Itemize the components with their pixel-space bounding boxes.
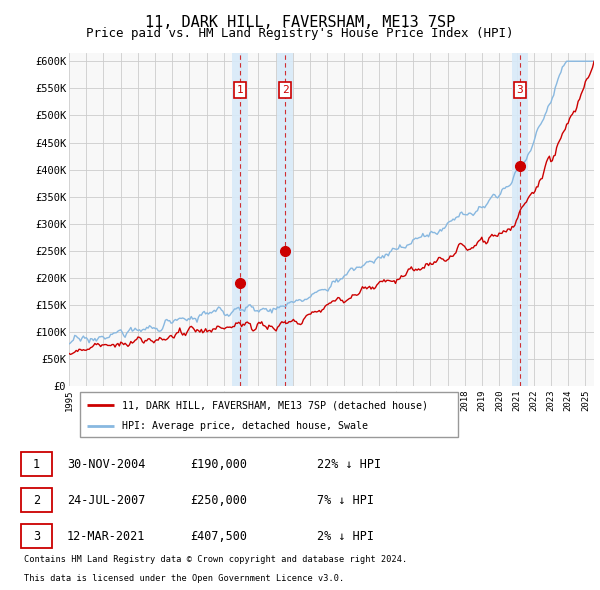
Text: 1: 1 xyxy=(236,85,243,95)
Text: 30-NOV-2004: 30-NOV-2004 xyxy=(67,458,145,471)
Bar xyxy=(232,53,248,386)
FancyBboxPatch shape xyxy=(79,392,458,437)
Text: This data is licensed under the Open Government Licence v3.0.: This data is licensed under the Open Gov… xyxy=(23,573,344,582)
Text: HPI: Average price, detached house, Swale: HPI: Average price, detached house, Swal… xyxy=(121,421,367,431)
Text: 2: 2 xyxy=(282,85,289,95)
FancyBboxPatch shape xyxy=(20,525,52,548)
FancyBboxPatch shape xyxy=(20,489,52,512)
Text: 7% ↓ HPI: 7% ↓ HPI xyxy=(317,494,374,507)
Bar xyxy=(512,53,527,386)
Text: £190,000: £190,000 xyxy=(191,458,248,471)
FancyBboxPatch shape xyxy=(20,453,52,476)
Text: 22% ↓ HPI: 22% ↓ HPI xyxy=(317,458,382,471)
Text: 12-MAR-2021: 12-MAR-2021 xyxy=(67,530,145,543)
Text: 3: 3 xyxy=(33,530,40,543)
Text: 2% ↓ HPI: 2% ↓ HPI xyxy=(317,530,374,543)
Text: £407,500: £407,500 xyxy=(191,530,248,543)
Text: Contains HM Land Registry data © Crown copyright and database right 2024.: Contains HM Land Registry data © Crown c… xyxy=(23,555,407,564)
Text: Price paid vs. HM Land Registry's House Price Index (HPI): Price paid vs. HM Land Registry's House … xyxy=(86,27,514,40)
Bar xyxy=(277,53,293,386)
Text: 2: 2 xyxy=(33,494,40,507)
Text: £250,000: £250,000 xyxy=(191,494,248,507)
Text: 24-JUL-2007: 24-JUL-2007 xyxy=(67,494,145,507)
Text: 11, DARK HILL, FAVERSHAM, ME13 7SP (detached house): 11, DARK HILL, FAVERSHAM, ME13 7SP (deta… xyxy=(121,401,427,411)
Text: 1: 1 xyxy=(33,458,40,471)
Text: 11, DARK HILL, FAVERSHAM, ME13 7SP: 11, DARK HILL, FAVERSHAM, ME13 7SP xyxy=(145,15,455,30)
Text: 3: 3 xyxy=(517,85,523,95)
